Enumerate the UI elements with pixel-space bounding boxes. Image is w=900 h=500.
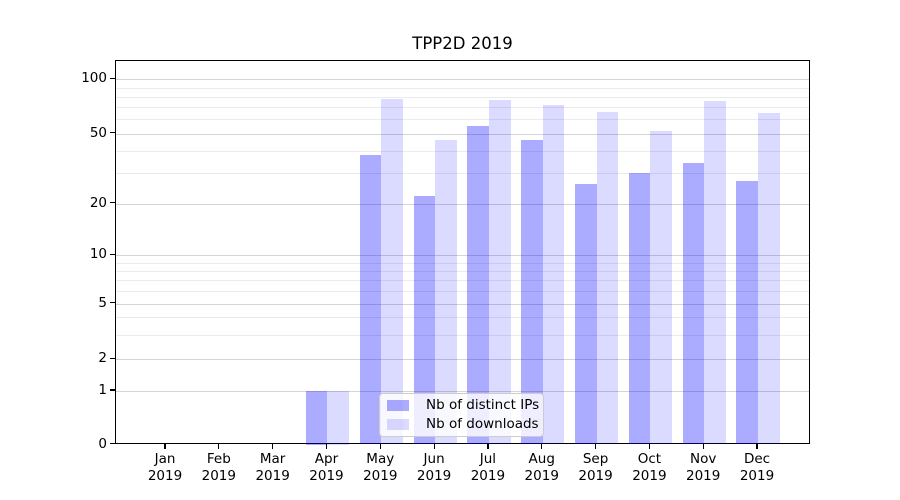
y-tick-mark — [110, 132, 115, 134]
x-tick-mark — [325, 443, 328, 449]
x-tick-mark — [702, 443, 704, 449]
legend-swatch-downloads — [387, 418, 409, 430]
gridline-minor — [116, 262, 809, 264]
gridline-major — [116, 359, 809, 361]
y-tick-mark — [110, 357, 115, 359]
x-tick-mark — [272, 443, 274, 449]
y-tick-label: 50 — [89, 124, 107, 141]
bar-distinct-ips — [359, 154, 382, 445]
x-tick-mark — [218, 443, 220, 449]
gridline-major — [116, 133, 809, 135]
gridline-minor — [116, 119, 809, 121]
legend-item-downloads: Nb of downloads — [380, 415, 543, 434]
x-tick-label: Sep 2019 — [578, 451, 613, 484]
y-tick-label: 0 — [98, 435, 107, 452]
bar-distinct-ips — [305, 391, 328, 445]
bar-downloads — [650, 130, 672, 445]
y-tick-mark — [110, 302, 115, 304]
y-tick-label: 1 — [98, 382, 107, 398]
bar-distinct-ips — [736, 180, 758, 445]
gridline-minor — [116, 334, 809, 336]
y-tick-mark — [110, 202, 115, 204]
gridline-major — [116, 79, 809, 81]
x-tick-mark — [487, 443, 489, 449]
legend: Nb of distinct IPs Nb of downloads — [379, 392, 544, 437]
y-tick-mark — [110, 442, 115, 445]
x-tick-mark — [594, 443, 597, 449]
legend-label-downloads: Nb of downloads — [426, 416, 539, 432]
gridline-minor — [116, 290, 809, 292]
gridline-minor — [116, 172, 809, 174]
bar-downloads — [435, 140, 457, 445]
x-tick-mark — [379, 443, 381, 449]
x-tick-mark — [541, 443, 543, 449]
gridline-minor — [116, 107, 809, 109]
bar-downloads — [596, 111, 619, 445]
legend-item-distinct-ips: Nb of distinct IPs — [380, 396, 543, 415]
bar-downloads — [327, 391, 350, 445]
gridline-minor — [116, 96, 809, 98]
y-tick-label: 20 — [89, 194, 107, 211]
x-tick-label: Nov 2019 — [686, 451, 721, 484]
y-tick-mark — [110, 253, 115, 255]
bar-downloads — [758, 113, 780, 445]
bar-downloads — [542, 105, 565, 445]
bar-downloads — [381, 98, 403, 445]
gridline-major — [116, 203, 809, 205]
x-tick-mark — [756, 443, 758, 449]
y-tick-label: 2 — [98, 350, 107, 367]
gridline-major — [116, 391, 809, 392]
bar-distinct-ips — [682, 163, 705, 445]
gridline-minor — [116, 150, 809, 152]
y-tick-mark — [110, 389, 115, 391]
x-tick-mark — [648, 443, 650, 449]
x-tick-label: Jan 2019 — [147, 451, 183, 484]
x-tick-label: Jul 2019 — [470, 451, 506, 484]
x-tick-label: May 2019 — [363, 451, 398, 484]
x-tick-label: Dec 2019 — [739, 451, 775, 484]
bar-distinct-ips — [574, 183, 597, 445]
x-tick-label: Jun 2019 — [416, 451, 452, 484]
bar-distinct-ips — [413, 196, 436, 445]
legend-swatch-distinct-ips — [387, 399, 409, 411]
y-tick-label: 5 — [98, 294, 107, 311]
gridline-minor — [116, 317, 809, 319]
gridline-minor — [116, 280, 809, 282]
chart-title: TPP2D 2019 — [412, 34, 513, 53]
gridline-major — [116, 255, 809, 257]
bar-distinct-ips — [521, 140, 543, 445]
legend-label-distinct-ips: Nb of distinct IPs — [426, 397, 540, 413]
x-tick-mark — [433, 443, 435, 449]
x-tick-mark — [164, 443, 166, 449]
x-tick-label: Apr 2019 — [309, 451, 344, 484]
bar-downloads — [488, 99, 511, 445]
y-tick-label: 10 — [89, 246, 107, 263]
gridline-minor — [116, 270, 809, 272]
gridline-major — [116, 303, 809, 305]
y-tick-mark — [110, 77, 115, 79]
gridline-minor — [116, 87, 809, 89]
x-tick-label: Feb 2019 — [201, 451, 236, 484]
y-tick-label: 100 — [81, 70, 107, 87]
x-tick-label: Mar 2019 — [255, 451, 290, 484]
x-tick-label: Aug 2019 — [524, 451, 559, 484]
x-tick-label: Oct 2019 — [632, 451, 667, 484]
plot-area — [115, 59, 810, 445]
bar-distinct-ips — [467, 126, 489, 445]
bar-downloads — [704, 100, 726, 445]
bar-distinct-ips — [628, 172, 651, 445]
